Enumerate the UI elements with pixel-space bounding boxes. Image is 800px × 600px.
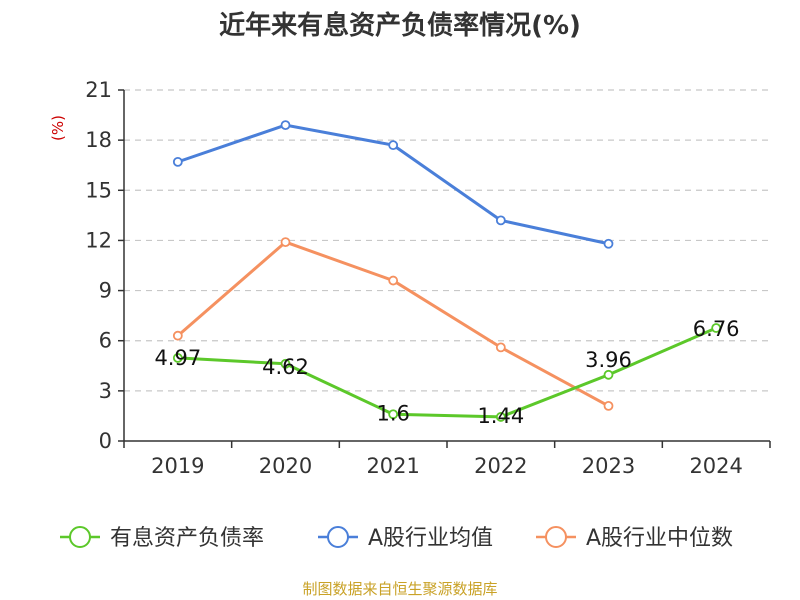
data-point xyxy=(172,330,183,341)
data-point xyxy=(603,369,614,380)
chart-title: 近年来有息资产负债率情况(%) xyxy=(219,10,581,41)
data-point xyxy=(388,140,399,151)
data-point xyxy=(280,358,291,369)
y-tick-label: 12 xyxy=(85,228,112,252)
source-note: 制图数据来自恒生聚源数据库 xyxy=(302,580,497,598)
series-line xyxy=(177,326,717,419)
x-tick-label: 2022 xyxy=(474,454,527,478)
data-label: 3.96 xyxy=(585,348,632,372)
legend-marker-icon xyxy=(327,526,349,548)
data-point xyxy=(495,215,506,226)
y-axis-unit: (%) xyxy=(49,115,67,141)
data-label: 4.62 xyxy=(262,355,309,379)
data-label: 1.44 xyxy=(477,404,524,428)
data-point xyxy=(495,412,506,422)
x-tick-label: 2023 xyxy=(582,454,635,478)
y-tick-label: 9 xyxy=(99,279,112,303)
series-group xyxy=(172,120,722,422)
data-point xyxy=(495,342,506,353)
x-tick-label: 2019 xyxy=(151,454,204,478)
data-point xyxy=(280,120,291,130)
y-tick-label: 15 xyxy=(85,178,112,202)
data-label: 6.76 xyxy=(693,317,740,341)
legend[interactable]: 有息资产负债率 A股行业均值 A股行业中位数 xyxy=(60,526,733,551)
legend-item[interactable]: 有息资产负债率 xyxy=(60,526,264,551)
y-tick-label: 0 xyxy=(99,429,112,453)
y-tick-label: 21 xyxy=(85,78,112,102)
y-tick-labels: 0 3 6 9 12 15 18 21 xyxy=(85,78,112,453)
legend-item[interactable]: A股行业均值 xyxy=(318,526,493,551)
data-point xyxy=(388,409,399,420)
legend-label: 有息资产负债率 xyxy=(110,526,264,551)
data-label: 4.97 xyxy=(154,346,201,370)
legend-marker-icon xyxy=(545,526,567,548)
data-point xyxy=(603,400,614,411)
x-tick-label: 2020 xyxy=(259,454,312,478)
legend-label: A股行业中位数 xyxy=(586,526,733,551)
y-tick-label: 18 xyxy=(85,128,112,152)
data-point xyxy=(603,238,614,249)
legend-label: A股行业均值 xyxy=(368,526,493,551)
data-point xyxy=(172,353,183,363)
x-tick-label: 2021 xyxy=(366,454,419,478)
axes xyxy=(118,89,771,448)
gridlines xyxy=(124,89,770,392)
data-labels: 4.97 4.62 1.6 1.44 3.96 6.76 xyxy=(154,317,739,428)
legend-marker-icon xyxy=(69,526,91,548)
legend-item[interactable]: A股行业中位数 xyxy=(536,526,733,551)
data-point xyxy=(280,237,291,248)
data-point xyxy=(172,156,183,167)
y-tick-label: 6 xyxy=(99,329,112,353)
x-tick-label: 2024 xyxy=(689,454,742,478)
series-line xyxy=(176,240,610,408)
data-point xyxy=(388,275,399,286)
x-tick-labels: 2019 2020 2021 2022 2023 2024 xyxy=(151,454,743,478)
data-point xyxy=(711,323,722,333)
y-tick-label: 3 xyxy=(99,379,112,403)
data-label: 1.6 xyxy=(376,401,409,425)
